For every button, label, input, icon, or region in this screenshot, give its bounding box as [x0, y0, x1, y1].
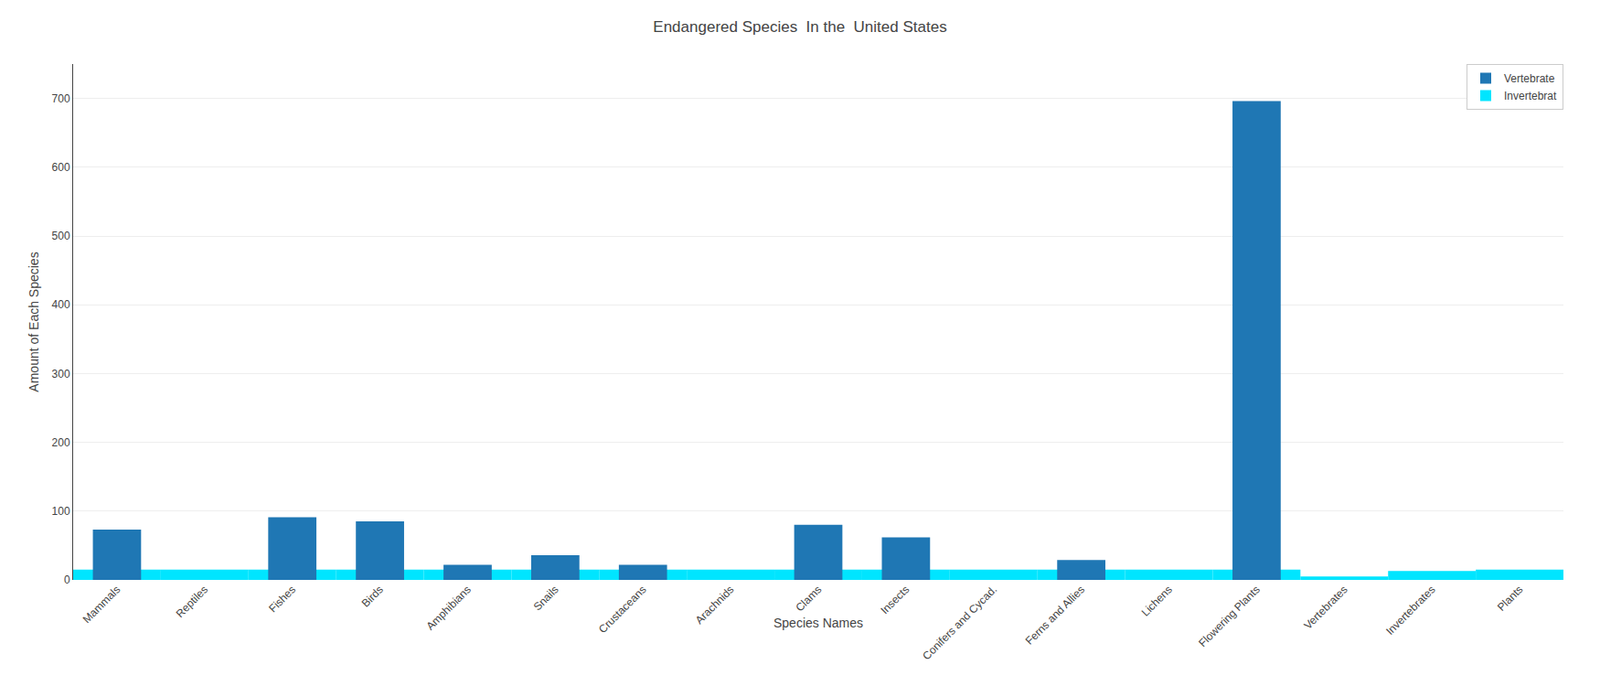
- svg-text:Insects: Insects: [877, 582, 912, 617]
- svg-text:Amphibians: Amphibians: [424, 582, 474, 632]
- svg-text:Fishes: Fishes: [266, 582, 299, 615]
- svg-text:Ferns and Allies: Ferns and Allies: [1023, 582, 1088, 647]
- svg-text:100: 100: [52, 504, 71, 518]
- svg-text:Lichens: Lichens: [1139, 582, 1175, 619]
- svg-text:Amount of Each Species: Amount of Each Species: [26, 251, 42, 392]
- svg-text:200: 200: [52, 436, 71, 449]
- svg-text:Birds: Birds: [359, 582, 386, 609]
- svg-text:Vertebrates: Vertebrates: [1301, 582, 1350, 631]
- svg-text:Reptiles: Reptiles: [173, 582, 212, 620]
- svg-text:Snails: Snails: [531, 582, 562, 613]
- svg-text:400: 400: [52, 298, 71, 311]
- svg-text:700: 700: [52, 92, 71, 106]
- svg-text:300: 300: [52, 367, 71, 381]
- svg-text:Arachnids: Arachnids: [693, 582, 737, 627]
- svg-text:600: 600: [52, 160, 71, 174]
- svg-text:0: 0: [64, 573, 71, 587]
- svg-text:Mammals: Mammals: [80, 582, 124, 626]
- svg-text:Vertebrate: Vertebrate: [1504, 72, 1556, 86]
- svg-text:Conifers and Cycad.: Conifers and Cycad.: [919, 582, 1000, 662]
- svg-text:500: 500: [52, 229, 71, 243]
- svg-text:Invertebrates: Invertebrates: [1383, 582, 1438, 637]
- svg-text:Flowering Plants: Flowering Plants: [1195, 582, 1263, 650]
- svg-text:Crustaceans: Crustaceans: [596, 582, 650, 636]
- svg-text:Endangered Species In the Un: Endangered Species In the United States: [652, 18, 947, 36]
- svg-text:Invertebrat: Invertebrat: [1504, 89, 1558, 103]
- svg-text:Plants: Plants: [1494, 582, 1526, 613]
- svg-text:Clams: Clams: [792, 582, 824, 614]
- svg-text:Species Names: Species Names: [773, 615, 864, 630]
